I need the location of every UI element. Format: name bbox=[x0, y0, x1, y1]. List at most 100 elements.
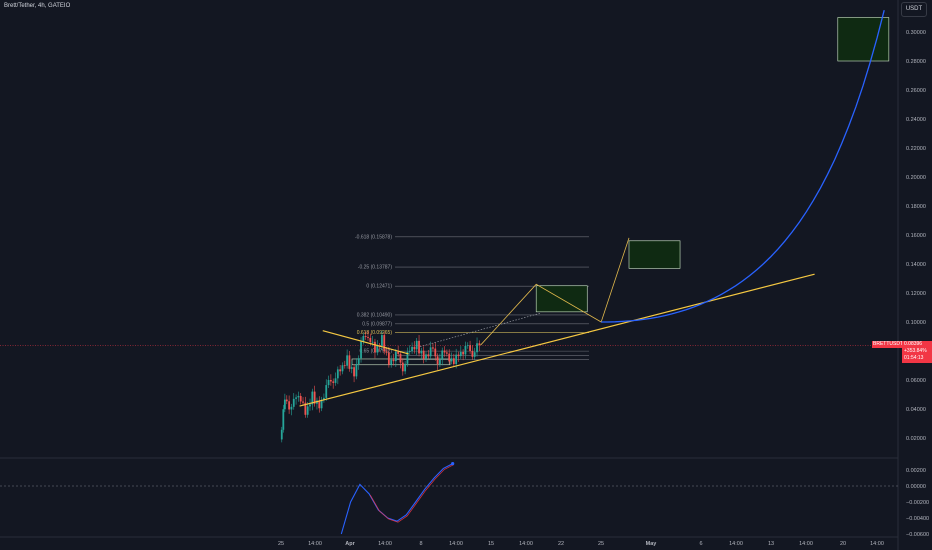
time-tick-label: 14:00 bbox=[449, 541, 463, 547]
candle-body bbox=[350, 367, 353, 369]
candle-body bbox=[325, 385, 328, 398]
indicator-last-point bbox=[451, 462, 455, 466]
fib-level-label: 0 (0.12471) bbox=[366, 284, 392, 290]
candle-body bbox=[348, 355, 351, 369]
candle-body bbox=[425, 354, 427, 359]
price-tick-label: 0.22000 bbox=[906, 146, 926, 152]
candle-body bbox=[434, 348, 437, 357]
candle-body bbox=[404, 363, 407, 372]
candle-body bbox=[459, 351, 462, 357]
candle-body bbox=[304, 402, 307, 415]
time-tick-label: 14:00 bbox=[799, 541, 813, 547]
price-tick-label: 0.20000 bbox=[906, 175, 926, 181]
candle-body bbox=[288, 401, 291, 410]
candle-body bbox=[478, 343, 481, 346]
candle-body bbox=[411, 346, 413, 351]
candle-body bbox=[455, 354, 458, 365]
indicator-tick-label: 0.00200 bbox=[906, 468, 926, 474]
candle-body bbox=[418, 340, 420, 354]
price-tick-label: 0.28000 bbox=[906, 59, 926, 65]
projection-curve bbox=[601, 10, 885, 323]
price-tick-label: 0.24000 bbox=[906, 117, 926, 123]
candle-body bbox=[320, 399, 323, 409]
symbol-title[interactable]: Brett/Tether, 4h, GATEIO bbox=[4, 3, 71, 9]
candle-body bbox=[341, 365, 344, 372]
candle-body bbox=[457, 354, 460, 357]
price-tick-label: 0.16000 bbox=[906, 233, 926, 239]
candle-body bbox=[313, 391, 316, 404]
candle-body bbox=[441, 350, 444, 360]
candle-body bbox=[408, 351, 411, 352]
candle-body bbox=[376, 345, 379, 353]
time-tick-label: 14:00 bbox=[729, 541, 743, 547]
candle-body bbox=[374, 341, 376, 353]
candle-body bbox=[443, 350, 446, 353]
price-tick-label: 0.10000 bbox=[906, 320, 926, 326]
current-price-value: 0.08396 bbox=[904, 341, 923, 347]
wedge-upper-line bbox=[322, 330, 409, 355]
currency-button[interactable]: USDT bbox=[901, 2, 927, 17]
candle-body bbox=[383, 335, 386, 352]
price-tick-label: 0.26000 bbox=[906, 88, 926, 94]
candle-body bbox=[401, 362, 404, 372]
candle-body bbox=[285, 399, 288, 402]
time-tick-label: 8 bbox=[419, 541, 422, 547]
current-price-change: +353.84% bbox=[904, 348, 927, 354]
candle-body bbox=[318, 400, 321, 409]
candle-body bbox=[448, 353, 451, 362]
indicator-line bbox=[340, 463, 453, 535]
candle-body bbox=[336, 369, 339, 379]
target-zone-box bbox=[628, 240, 681, 269]
indicator-tick-label: −0.00200 bbox=[906, 500, 929, 506]
time-tick-label: Apr bbox=[345, 541, 355, 547]
candle-body bbox=[473, 352, 476, 357]
candle-body bbox=[371, 341, 374, 343]
candle-body bbox=[339, 369, 342, 372]
candle-body bbox=[311, 391, 314, 405]
candle-body bbox=[429, 347, 432, 357]
candle-body bbox=[327, 380, 330, 386]
indicator-tick-label: 0.00000 bbox=[906, 484, 926, 490]
candle-body bbox=[309, 404, 311, 407]
current-price-ticker: BRETTUSDT bbox=[872, 341, 903, 348]
price-tick-label: 0.14000 bbox=[906, 262, 926, 268]
projection-path bbox=[480, 237, 630, 346]
price-tick-label: 0.04000 bbox=[906, 407, 926, 413]
candle-body bbox=[334, 378, 337, 383]
candle-body bbox=[445, 352, 448, 354]
price-tick-label: 0.06000 bbox=[906, 378, 926, 384]
fib-level-label: -0.25 (0.13787) bbox=[358, 265, 393, 271]
price-tick-label: 0.12000 bbox=[906, 291, 926, 297]
price-tick-label: 0.02000 bbox=[906, 436, 926, 442]
candle-body bbox=[450, 358, 453, 362]
candle-body bbox=[385, 351, 388, 353]
candle-body bbox=[387, 352, 390, 365]
candle-body bbox=[422, 350, 425, 359]
time-tick-label: 14:00 bbox=[519, 541, 533, 547]
candle-body bbox=[439, 359, 441, 365]
candle-body bbox=[295, 397, 297, 399]
candle-body bbox=[299, 395, 302, 402]
candle-body bbox=[466, 345, 469, 346]
candle-body bbox=[353, 367, 355, 377]
candle-body bbox=[390, 359, 393, 365]
candle-body bbox=[323, 397, 325, 400]
candle-body bbox=[367, 336, 369, 338]
candle-body bbox=[427, 354, 430, 357]
candle-body bbox=[452, 358, 455, 365]
current-price-box: 0.08396 +353.84% 01:54:13 bbox=[902, 341, 932, 363]
candle-body bbox=[476, 343, 478, 353]
candle-body bbox=[283, 399, 286, 410]
time-tick-label: 25 bbox=[598, 541, 604, 547]
candle-body bbox=[332, 381, 335, 383]
time-tick-label: 14:00 bbox=[378, 541, 392, 547]
candle-body bbox=[469, 345, 471, 351]
candle-body bbox=[436, 356, 439, 365]
candle-body bbox=[420, 350, 423, 354]
candle-body bbox=[343, 365, 346, 367]
time-tick-label: 22 bbox=[558, 541, 564, 547]
candle-body bbox=[290, 406, 293, 410]
price-tick-label: 0.18000 bbox=[906, 204, 926, 210]
